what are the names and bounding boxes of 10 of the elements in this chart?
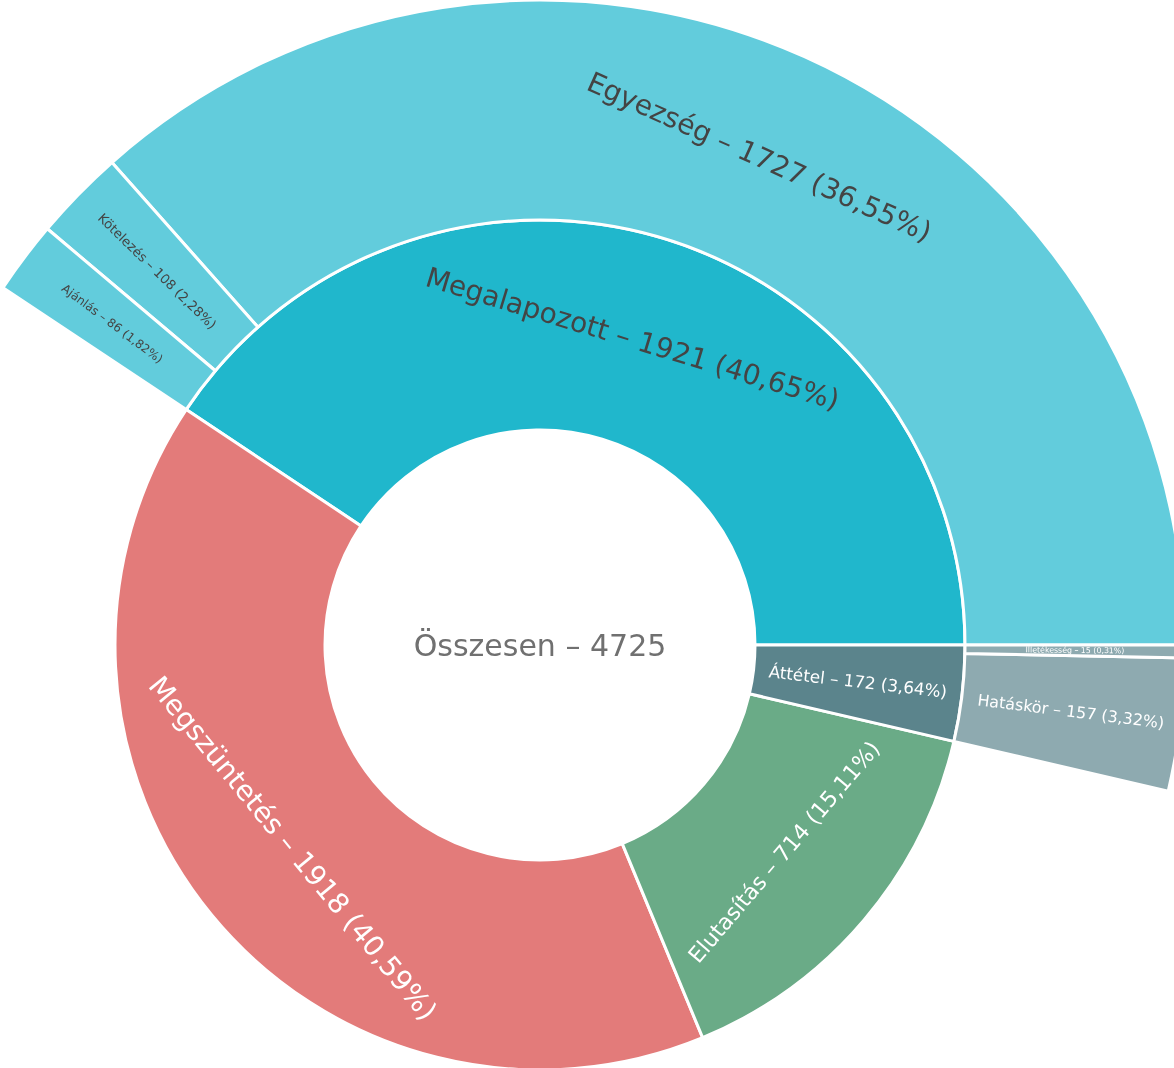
data-label: 1921 <box>634 324 712 377</box>
text: (0,31%) <box>1093 646 1125 656</box>
text: (3,32%) <box>1100 705 1166 733</box>
category-label: Áttétel – <box>767 660 840 690</box>
data-label: 157 <box>1065 701 1098 724</box>
data-label: 1727 <box>732 133 812 193</box>
text: Összesen – 4725 <box>413 627 667 663</box>
text: (3,64%) <box>879 674 949 702</box>
category-label: Hatáskör – <box>976 690 1063 720</box>
data-label: 172 <box>842 669 877 694</box>
